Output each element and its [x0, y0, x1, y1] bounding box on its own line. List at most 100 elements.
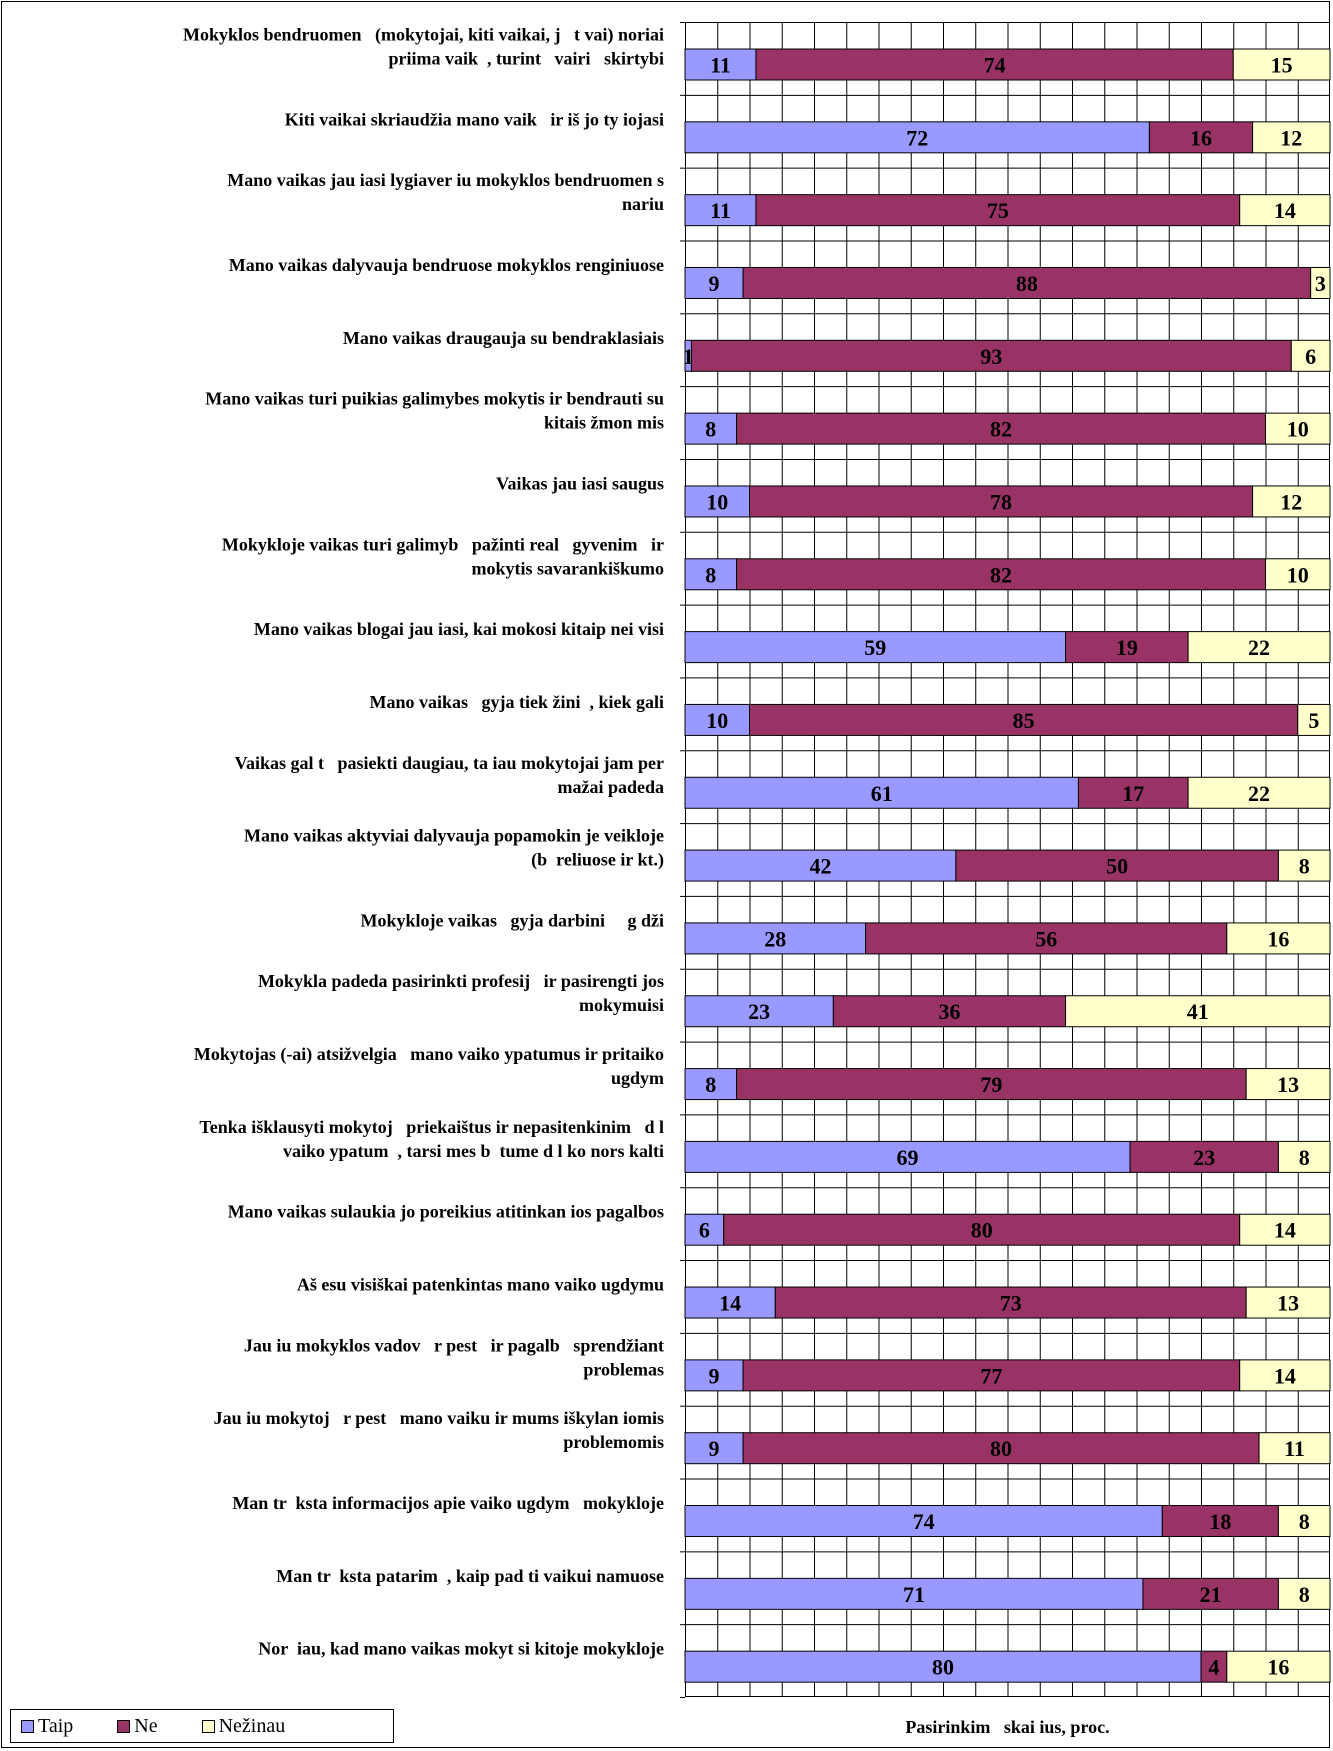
- bar-ne: [832, 995, 1067, 1028]
- data-label-taip: 9: [709, 1363, 720, 1388]
- category-label: vaiko ypatum , tarsi mes b tume d l ko n…: [283, 1141, 664, 1161]
- legend-label-taip: Taip: [38, 1714, 74, 1737]
- bar-ne: [755, 48, 1234, 81]
- bar-ne: [742, 1432, 1260, 1465]
- bar-taip: [684, 485, 750, 518]
- bar-ne: [736, 412, 1266, 445]
- bar-taip: [684, 922, 867, 955]
- category-label: kitais žmon mis: [544, 413, 664, 433]
- bar-taip: [684, 1505, 1163, 1538]
- data-label-ne: 75: [987, 198, 1009, 223]
- data-label-ne: 82: [990, 417, 1012, 442]
- data-label-nezinau: 12: [1280, 489, 1302, 514]
- bar-nezinau: [1258, 1432, 1331, 1465]
- category-label: Mokyklos bendruomen (mokytojai, kiti vai…: [183, 25, 664, 46]
- data-label-ne: 88: [1016, 271, 1038, 296]
- data-label-taip: 74: [913, 1509, 935, 1534]
- category-label: Mano vaikas draugauja su bendraklasiais: [343, 328, 664, 348]
- category-label: Jau iu mokytoj r pest mano vaiku ir mums…: [214, 1408, 664, 1428]
- bar-taip: [684, 995, 834, 1028]
- data-label-ne: 85: [1013, 708, 1035, 733]
- category-label: priima vaik , turint vairi skirtybi: [388, 49, 664, 69]
- data-label-nezinau: 41: [1187, 999, 1209, 1024]
- bar-taip: [684, 558, 738, 591]
- bar-nezinau: [1277, 1140, 1331, 1173]
- legend-item-ne: Ne: [117, 1715, 158, 1738]
- bar-nezinau: [1245, 1286, 1331, 1319]
- data-label-nezinau: 8: [1299, 854, 1310, 879]
- data-label-taip: 59: [864, 635, 886, 660]
- data-label-ne: 73: [1000, 1291, 1022, 1316]
- category-label: Kiti vaikai skriaudžia mano vaik ir iš j…: [285, 109, 664, 129]
- data-label-nezinau: 6: [1305, 344, 1316, 369]
- data-label-ne: 78: [990, 489, 1012, 514]
- bar-nezinau: [1245, 1068, 1331, 1101]
- data-label-taip: 10: [706, 489, 728, 514]
- data-label-nezinau: 10: [1287, 562, 1309, 587]
- category-label: Man tr ksta patarim , kaip pad ti vaikui…: [276, 1566, 664, 1586]
- bar-ne: [723, 1213, 1241, 1246]
- data-label-taip: 11: [710, 53, 731, 78]
- data-label-ne: 16: [1190, 125, 1212, 150]
- bar-nezinau: [1232, 48, 1331, 81]
- data-label-nezinau: 5: [1308, 708, 1319, 733]
- bar-taip: [684, 1140, 1131, 1173]
- category-label: Mano vaikas turi puikias galimybes mokyt…: [205, 389, 664, 409]
- data-label-taip: 61: [871, 781, 893, 806]
- category-label: (b reliuose ir kt.): [531, 850, 664, 871]
- data-label-ne: 21: [1200, 1582, 1222, 1607]
- data-label-nezinau: 8: [1299, 1509, 1310, 1534]
- data-label-nezinau: 11: [1284, 1436, 1305, 1461]
- data-label-nezinau: 3: [1315, 271, 1326, 296]
- bar-nezinau: [1252, 485, 1331, 518]
- bar-ne: [1148, 121, 1254, 154]
- data-label-taip: 11: [710, 198, 731, 223]
- data-label-ne: 50: [1106, 854, 1128, 879]
- category-label: Mano vaikas jau iasi lygiaver iu mokyklo…: [227, 170, 664, 190]
- data-label-taip: 14: [719, 1291, 741, 1316]
- bar-ne: [755, 194, 1241, 227]
- data-label-nezinau: 16: [1267, 1655, 1289, 1680]
- data-label-ne: 77: [980, 1363, 1002, 1388]
- category-label: Mano vaikas blogai jau iasi, kai mokosi …: [254, 619, 664, 639]
- data-label-taip: 72: [906, 125, 928, 150]
- data-label-ne: 17: [1122, 781, 1144, 806]
- data-label-taip: 9: [709, 1436, 720, 1461]
- bar-nezinau: [1226, 1650, 1331, 1683]
- data-label-taip: 10: [706, 708, 728, 733]
- data-label-ne: 80: [971, 1218, 993, 1243]
- bar-nezinau: [1065, 995, 1331, 1028]
- data-label-ne: 4: [1208, 1655, 1219, 1680]
- category-label: Mano vaikas dalyvauja bendruose mokyklos…: [229, 255, 664, 275]
- data-label-ne: 23: [1193, 1145, 1215, 1170]
- data-label-nezinau: 22: [1248, 635, 1270, 660]
- bar-ne: [1077, 776, 1189, 809]
- data-label-nezinau: 14: [1274, 1218, 1296, 1243]
- data-label-ne: 80: [990, 1436, 1012, 1461]
- data-label-taip: 8: [705, 1072, 716, 1097]
- data-label-ne: 74: [984, 53, 1006, 78]
- category-label: mažai padeda: [557, 777, 664, 797]
- bar-ne: [1129, 1140, 1279, 1173]
- bar-nezinau: [1310, 266, 1331, 299]
- data-label-ne: 18: [1209, 1509, 1231, 1534]
- data-label-nezinau: 14: [1274, 1363, 1296, 1388]
- legend-swatch-nezinau: [201, 1719, 215, 1733]
- bar-ne: [690, 339, 1292, 372]
- data-label-taip: 8: [705, 562, 716, 587]
- data-label-taip: 28: [764, 926, 786, 951]
- category-label: Man tr ksta informacijos apie vaiko ugdy…: [232, 1493, 664, 1513]
- data-label-ne: 93: [980, 344, 1002, 369]
- bar-nezinau: [1239, 194, 1331, 227]
- category-label: nariu: [622, 194, 664, 214]
- category-label: Mano vaikas sulaukia jo poreikius atitin…: [228, 1202, 664, 1222]
- bar-nezinau: [1239, 1213, 1331, 1246]
- category-label: Tenka išklausyti mokytoj priekaištus ir …: [199, 1117, 664, 1137]
- category-label: Mokykla padeda pasirinkti profesij ir pa…: [258, 971, 664, 991]
- bar-taip: [684, 849, 957, 882]
- bar-taip: [684, 1286, 776, 1319]
- data-label-taip: 42: [809, 854, 831, 879]
- category-label: Mokytojas (-ai) atsižvelgia mano vaiko y…: [194, 1044, 664, 1065]
- bar-nezinau: [1277, 1577, 1331, 1610]
- bar-taip: [684, 1213, 725, 1246]
